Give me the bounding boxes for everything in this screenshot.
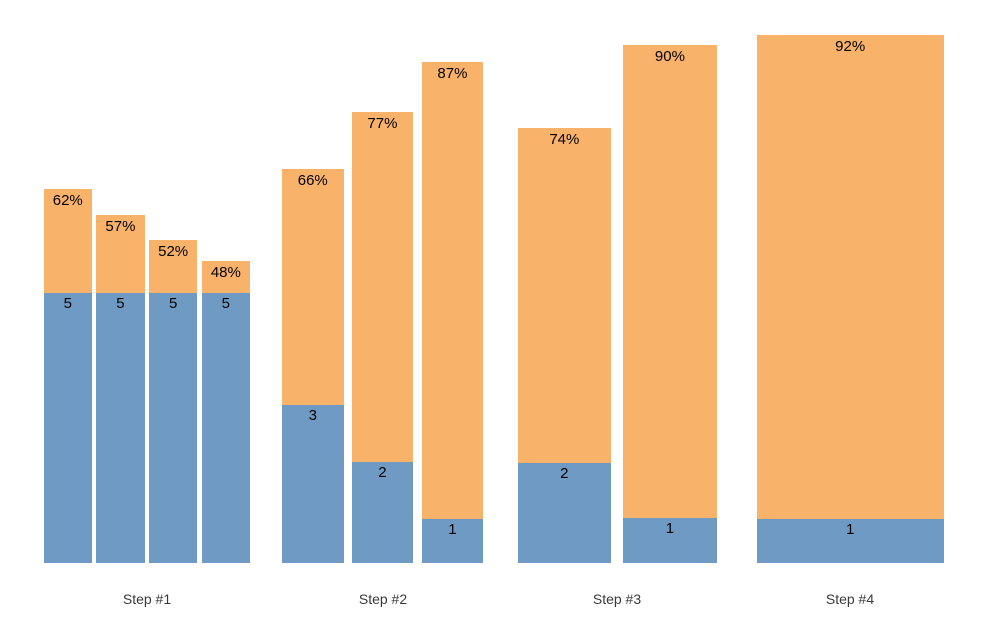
bar-g4-1: 92% 1 bbox=[756, 35, 944, 563]
count-label: 1 bbox=[448, 521, 457, 538]
percent-label: 52% bbox=[158, 243, 189, 260]
blue-segment: 1 bbox=[756, 519, 944, 563]
count-label: 5 bbox=[63, 295, 72, 312]
count-label: 1 bbox=[665, 520, 675, 537]
category-label-4: Step #4 bbox=[825, 591, 875, 607]
category-label-3: Step #3 bbox=[592, 591, 642, 607]
blue-segment: 5 bbox=[148, 293, 198, 563]
blue-segment: 5 bbox=[43, 293, 92, 563]
bar-g1-3: 52% 5 bbox=[148, 240, 198, 563]
percent-label: 87% bbox=[437, 65, 468, 82]
blue-segment: 1 bbox=[421, 519, 484, 563]
bar-g1-4: 48% 5 bbox=[201, 261, 251, 563]
count-label: 2 bbox=[378, 464, 387, 481]
count-label: 5 bbox=[168, 295, 178, 312]
count-label: 2 bbox=[560, 465, 569, 482]
bar-g3-1: 74% 2 bbox=[517, 128, 611, 563]
percent-label: 74% bbox=[549, 131, 580, 148]
category-label-1: Step #1 bbox=[122, 591, 172, 607]
percent-label: 57% bbox=[105, 218, 136, 235]
count-label: 5 bbox=[221, 295, 231, 312]
blue-segment: 1 bbox=[623, 518, 717, 563]
blue-segment: 2 bbox=[351, 462, 414, 563]
blue-segment: 5 bbox=[201, 293, 251, 563]
bar-g3-2: 90% 1 bbox=[623, 45, 717, 563]
count-label: 1 bbox=[846, 521, 855, 538]
count-label: 5 bbox=[116, 295, 125, 312]
count-label: 3 bbox=[308, 407, 317, 424]
bar-g2-2: 77% 2 bbox=[351, 112, 414, 563]
percent-label: 66% bbox=[297, 172, 328, 189]
bar-g2-1: 66% 3 bbox=[282, 169, 344, 563]
percent-label: 77% bbox=[367, 115, 398, 132]
percent-label: 90% bbox=[654, 48, 685, 65]
blue-segment: 5 bbox=[96, 293, 145, 563]
percent-label: 92% bbox=[835, 38, 866, 55]
percent-label: 62% bbox=[52, 192, 83, 209]
bar-g1-2: 57% 5 bbox=[96, 215, 145, 563]
percent-label: 48% bbox=[210, 264, 241, 281]
bar-g2-3: 87% 1 bbox=[421, 62, 484, 563]
category-label-2: Step #2 bbox=[358, 591, 408, 607]
blue-segment: 2 bbox=[517, 463, 611, 563]
bar-g1-1: 62% 5 bbox=[43, 189, 92, 563]
blue-segment: 3 bbox=[282, 405, 344, 563]
